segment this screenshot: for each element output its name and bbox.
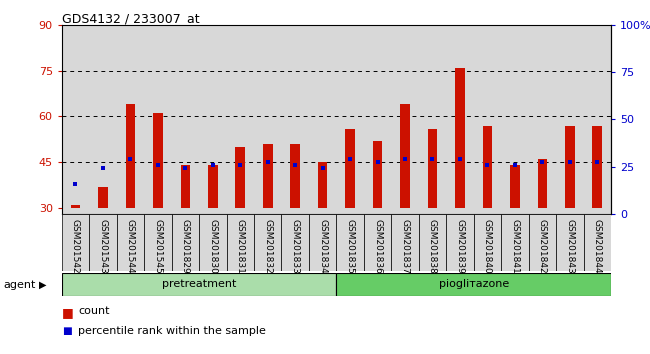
Bar xyxy=(510,165,520,208)
Text: GSM201544: GSM201544 xyxy=(126,219,135,273)
Bar xyxy=(446,25,474,214)
Bar xyxy=(584,25,611,214)
Bar xyxy=(71,205,81,208)
Text: GSM201545: GSM201545 xyxy=(153,219,162,273)
Bar xyxy=(474,214,501,271)
Bar xyxy=(455,68,465,208)
Text: GSM201832: GSM201832 xyxy=(263,219,272,273)
Bar xyxy=(337,273,611,296)
Text: GSM201844: GSM201844 xyxy=(593,219,602,273)
Text: ■: ■ xyxy=(62,326,72,336)
Bar xyxy=(556,214,584,271)
Bar xyxy=(181,165,190,208)
Bar xyxy=(372,141,382,208)
Text: GSM201839: GSM201839 xyxy=(456,219,465,274)
Text: count: count xyxy=(78,306,109,316)
Bar xyxy=(364,214,391,271)
Text: GSM201841: GSM201841 xyxy=(510,219,519,273)
Bar xyxy=(391,214,419,271)
Text: GSM201543: GSM201543 xyxy=(98,219,107,273)
Text: GSM201834: GSM201834 xyxy=(318,219,327,273)
Text: ▶: ▶ xyxy=(39,280,47,290)
Text: GSM201840: GSM201840 xyxy=(483,219,492,273)
Bar xyxy=(556,25,584,214)
Bar xyxy=(235,147,245,208)
Bar xyxy=(446,214,474,271)
Text: GSM201831: GSM201831 xyxy=(236,219,245,274)
Bar xyxy=(309,214,337,271)
Bar xyxy=(172,25,199,214)
Bar xyxy=(125,104,135,208)
Bar xyxy=(227,25,254,214)
Bar xyxy=(172,214,199,271)
Bar xyxy=(528,214,556,271)
Bar xyxy=(199,25,227,214)
Bar xyxy=(254,214,281,271)
Bar xyxy=(281,25,309,214)
Bar xyxy=(89,214,117,271)
Bar xyxy=(419,214,446,271)
Bar xyxy=(400,104,410,208)
Bar xyxy=(309,25,337,214)
Text: GSM201830: GSM201830 xyxy=(208,219,217,274)
Bar xyxy=(62,214,89,271)
Bar xyxy=(364,25,391,214)
Text: percentile rank within the sample: percentile rank within the sample xyxy=(78,326,266,336)
Bar xyxy=(528,25,556,214)
Bar xyxy=(227,214,254,271)
Text: ■: ■ xyxy=(62,306,73,319)
Bar xyxy=(584,214,611,271)
Bar xyxy=(337,25,364,214)
Bar xyxy=(254,25,281,214)
Bar xyxy=(199,214,227,271)
Text: GSM201837: GSM201837 xyxy=(400,219,410,274)
Text: GSM201838: GSM201838 xyxy=(428,219,437,274)
Text: GSM201843: GSM201843 xyxy=(566,219,575,273)
Bar xyxy=(153,113,162,208)
Bar xyxy=(117,214,144,271)
Bar xyxy=(144,25,172,214)
Bar xyxy=(89,25,117,214)
Bar xyxy=(428,129,437,208)
Bar xyxy=(291,144,300,208)
Bar xyxy=(482,126,492,208)
Bar xyxy=(345,129,355,208)
Text: pretreatment: pretreatment xyxy=(162,279,236,289)
Bar xyxy=(144,214,172,271)
Text: GSM201836: GSM201836 xyxy=(373,219,382,274)
Bar xyxy=(337,214,364,271)
Bar xyxy=(98,187,108,208)
Text: GSM201829: GSM201829 xyxy=(181,219,190,273)
Bar xyxy=(281,214,309,271)
Text: GDS4132 / 233007_at: GDS4132 / 233007_at xyxy=(62,12,200,25)
Text: GSM201835: GSM201835 xyxy=(346,219,355,274)
Bar xyxy=(62,273,337,296)
Bar xyxy=(208,165,218,208)
Bar xyxy=(318,162,328,208)
Text: GSM201542: GSM201542 xyxy=(71,219,80,273)
Bar xyxy=(592,126,602,208)
Bar xyxy=(474,25,501,214)
Bar xyxy=(391,25,419,214)
Bar xyxy=(565,126,575,208)
Bar xyxy=(419,25,446,214)
Bar xyxy=(501,25,528,214)
Bar xyxy=(263,144,272,208)
Bar xyxy=(501,214,528,271)
Bar xyxy=(538,159,547,208)
Text: piogliтazone: piogliтazone xyxy=(439,279,509,289)
Text: GSM201842: GSM201842 xyxy=(538,219,547,273)
Bar xyxy=(62,25,89,214)
Bar xyxy=(117,25,144,214)
Text: agent: agent xyxy=(3,280,36,290)
Text: GSM201833: GSM201833 xyxy=(291,219,300,274)
